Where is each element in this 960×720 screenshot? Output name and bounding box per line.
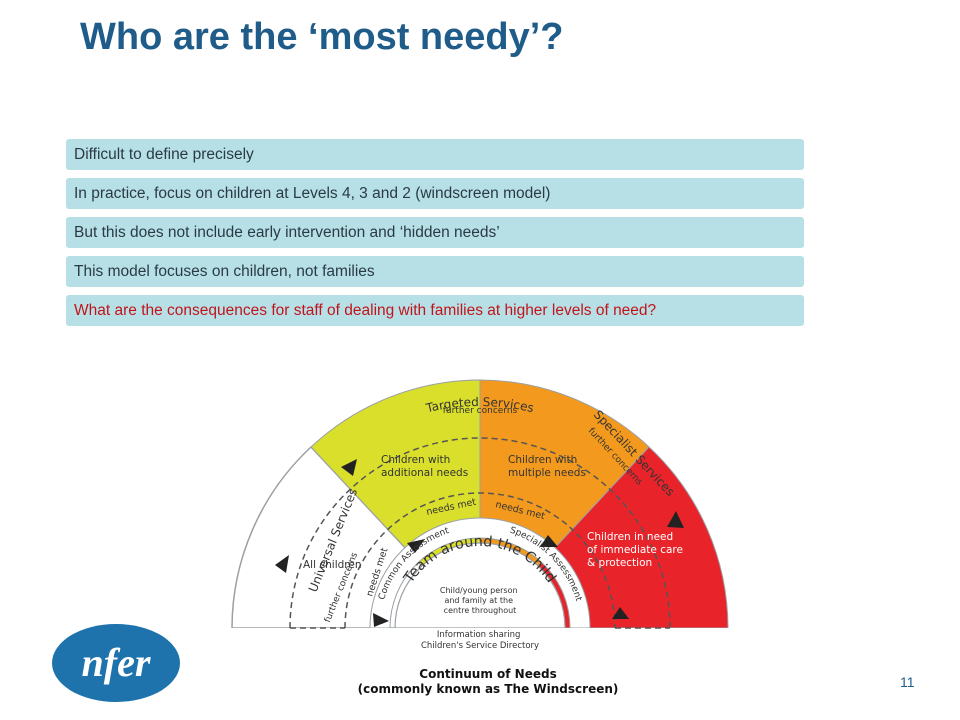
bullet-item: But this does not include early interven… — [66, 217, 804, 248]
svg-text:nfer: nfer — [82, 640, 151, 685]
arrowhead-icon — [667, 511, 684, 528]
page-title: Who are the ‘most needy’? — [80, 16, 564, 58]
further-concerns-label: further concerns — [443, 406, 518, 416]
additional-needs-label: Children with additional needs — [381, 454, 468, 479]
child-family-label: Child/young person and family at the cen… — [440, 586, 520, 615]
immediate-care-label: Children in need of immediate care & pro… — [587, 531, 686, 569]
windscreen-diagram: Targeted Services Universal Services fur… — [220, 379, 760, 700]
arrowhead-icon — [540, 535, 558, 547]
nfer-logo: nfer — [52, 624, 180, 702]
diagram-caption-subtitle: (commonly known as The Windscreen) — [358, 682, 619, 696]
information-sharing-label: Information sharing Children's Service D… — [421, 630, 539, 651]
bullet-list: Difficult to define precisely In practic… — [66, 139, 804, 334]
bullet-item-highlighted: What are the consequences for staff of d… — [66, 295, 804, 326]
arrowhead-icon — [373, 613, 389, 627]
arrowhead-icon — [407, 539, 425, 553]
arrowhead-icon — [341, 459, 357, 476]
diagram-caption-title: Continuum of Needs — [419, 667, 556, 681]
bullet-item: This model focuses on children, not fami… — [66, 256, 804, 287]
page-number: 11 — [900, 674, 915, 690]
arrowhead-icon — [612, 607, 629, 619]
arrowhead-icon — [275, 555, 289, 573]
bullet-item: Difficult to define precisely — [66, 139, 804, 170]
all-children-label: All children — [303, 559, 361, 571]
targeted-services-label: Targeted Services — [424, 395, 535, 416]
bullet-item: In practice, focus on children at Levels… — [66, 178, 804, 209]
multiple-needs-label: Children with multiple needs — [508, 454, 586, 479]
team-around-child-hub — [394, 542, 566, 629]
